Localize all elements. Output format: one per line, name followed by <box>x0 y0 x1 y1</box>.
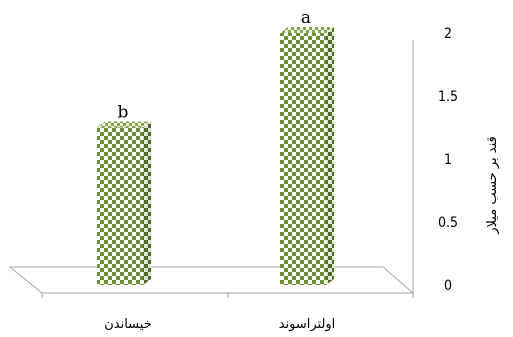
y-tick-label-0: 0 <box>444 278 452 294</box>
category-label-2: اولتراسوند <box>279 317 336 332</box>
y-tick-label-3: 1.5 <box>438 89 458 105</box>
category-label-1: خیساندن <box>104 317 152 332</box>
y-tick-label-1: 0.5 <box>438 215 458 231</box>
bar-1-significance-letter: b <box>118 103 129 123</box>
bar-1-top <box>97 121 151 128</box>
bar-2-significance-letter: a <box>301 8 311 28</box>
bar-1 <box>97 127 143 285</box>
bar-2 <box>280 33 326 285</box>
bar-2-top <box>280 27 334 33</box>
bar-1-side <box>143 121 151 285</box>
y-tick-label-4: 2 <box>444 26 452 42</box>
floor-plane <box>8 266 415 294</box>
y-tick-label-2: 1 <box>444 152 452 168</box>
y-axis-label: قند بر حسب میلار <box>485 136 500 234</box>
bar-2-side <box>326 27 334 285</box>
